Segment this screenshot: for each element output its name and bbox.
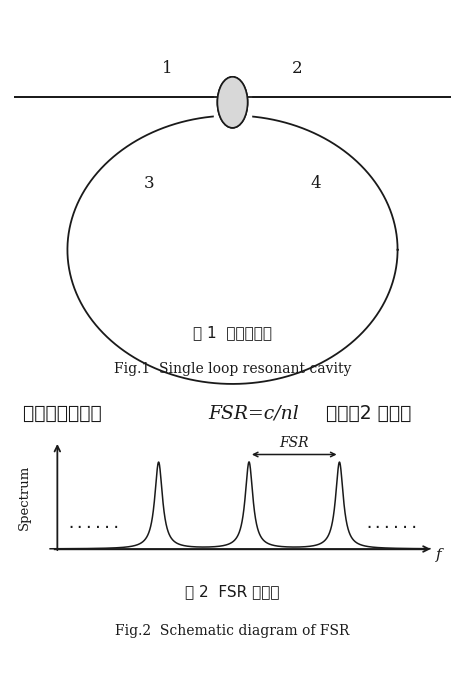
Text: 2: 2 (292, 60, 303, 77)
Text: ......: ...... (365, 516, 419, 531)
Text: ......: ...... (66, 516, 121, 531)
Text: 自由光谱范围为: 自由光谱范围为 (23, 404, 107, 423)
Text: 4: 4 (311, 175, 321, 192)
Text: Spectrum: Spectrum (18, 465, 31, 531)
Text: Fig.2  Schematic diagram of FSR: Fig.2 Schematic diagram of FSR (115, 624, 350, 638)
Text: 3: 3 (144, 175, 154, 192)
Bar (214, 70, 251, 127)
Text: f: f (436, 548, 442, 562)
Text: FSR=c/nl: FSR=c/nl (208, 404, 299, 423)
Text: ，如图2 所示。: ，如图2 所示。 (326, 404, 412, 423)
Ellipse shape (217, 77, 247, 128)
Text: 1: 1 (162, 60, 173, 77)
Ellipse shape (217, 77, 247, 128)
Text: 图 1  单环谐振腔: 图 1 单环谐振腔 (193, 325, 272, 340)
Text: 图 2  FSR 示意图: 图 2 FSR 示意图 (185, 585, 280, 599)
Text: Fig.1  Single loop resonant cavity: Fig.1 Single loop resonant cavity (114, 362, 351, 376)
Text: FSR: FSR (279, 436, 309, 450)
